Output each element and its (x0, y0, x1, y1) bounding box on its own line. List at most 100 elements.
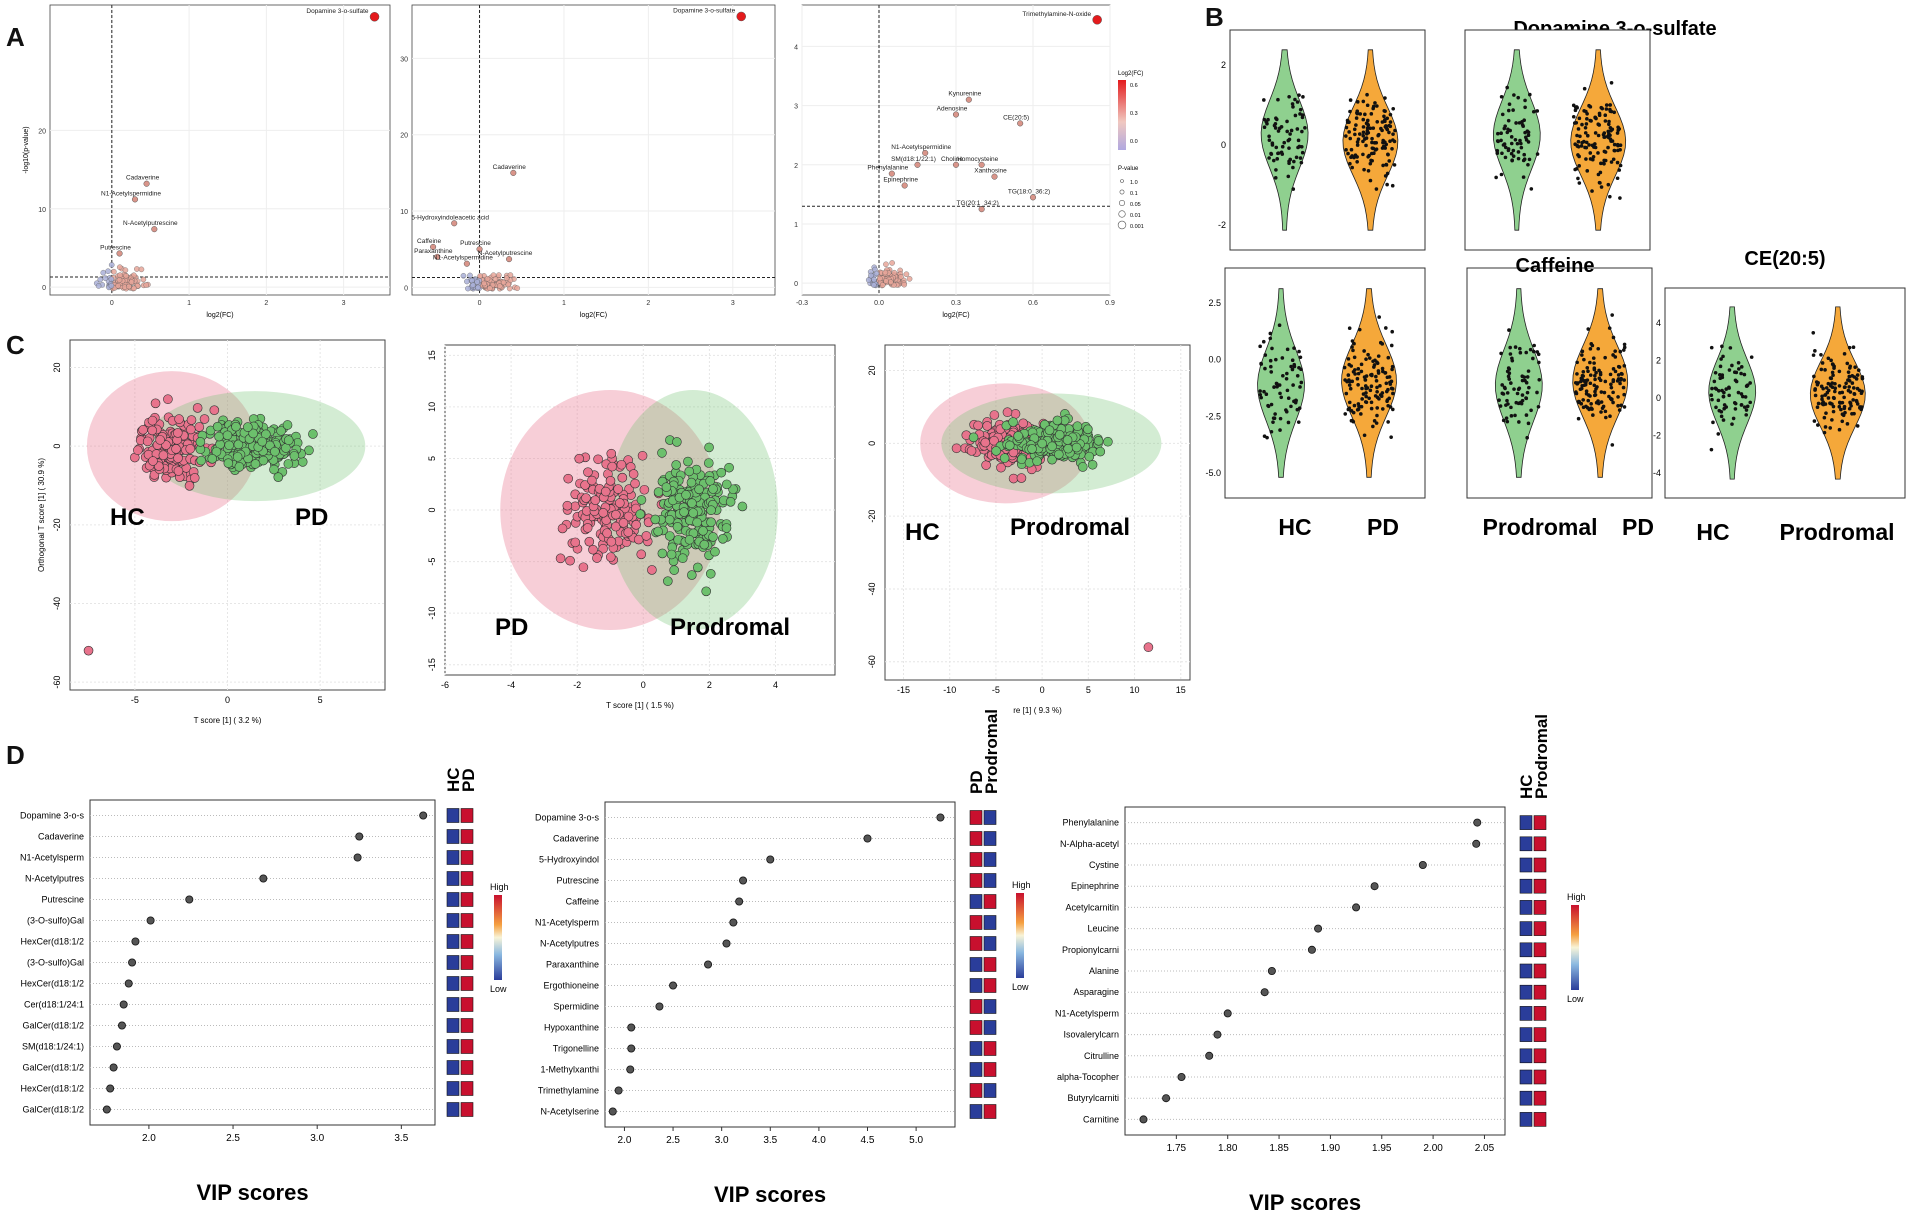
score-point-hc (155, 435, 165, 445)
heat-cell (460, 808, 474, 823)
jitter-point (1609, 160, 1614, 164)
score-point-hc (147, 415, 158, 426)
jitter-point (1823, 393, 1827, 397)
point-label: Epinephrine (883, 177, 918, 184)
jitter-point (1576, 139, 1581, 144)
y-tick-label: 0 (867, 441, 877, 446)
heat-cell (1533, 1027, 1547, 1042)
jitter-point (1612, 142, 1617, 147)
jitter-point (1376, 354, 1381, 358)
jitter-point (1272, 385, 1276, 389)
labeled-point (434, 253, 441, 260)
score-point-pd (580, 480, 590, 490)
score-point-pd (618, 518, 629, 528)
heat-cell (446, 955, 460, 970)
jitter-point (1607, 326, 1612, 330)
colorbar-tick: 0.3 (1130, 111, 1138, 117)
labeled-point (1017, 120, 1024, 127)
jitter-point (1348, 386, 1353, 391)
jitter-point (1503, 145, 1508, 150)
jitter-point (1576, 176, 1580, 181)
jitter-point (1344, 134, 1348, 138)
jitter-point (1597, 111, 1602, 116)
jitter-point (1578, 134, 1582, 139)
score-point-hc (989, 410, 1000, 420)
jitter-point (1713, 370, 1718, 375)
jitter-point (1596, 172, 1601, 177)
data-point (122, 267, 129, 273)
heat-cell (1533, 815, 1547, 830)
heat-cell (969, 915, 983, 930)
jitter-point (1390, 364, 1395, 369)
jitter-point (1615, 131, 1620, 135)
heat-header: PD (967, 770, 986, 794)
point-label: Cadaverine (126, 175, 160, 182)
score-point-prodromal (1062, 435, 1073, 445)
jitter-point (1732, 400, 1737, 405)
jitter-point (1602, 158, 1606, 163)
violin-group-label: Prodromal (1482, 514, 1597, 540)
y-tick-label: 20 (400, 133, 408, 140)
jitter-point (1709, 393, 1714, 398)
data-point (883, 278, 889, 284)
colorbar-high-label: High (490, 882, 509, 892)
vip-point (1370, 882, 1379, 891)
jitter-point (1513, 345, 1518, 349)
jitter-point (1289, 128, 1294, 133)
jitter-point (1721, 394, 1726, 399)
labeled-point (978, 161, 985, 168)
jitter-point (1377, 397, 1381, 401)
jitter-point (1362, 349, 1366, 353)
jitter-point (1510, 356, 1514, 361)
jitter-point (1812, 374, 1816, 379)
jitter-point (1537, 377, 1542, 382)
jitter-point (1266, 403, 1270, 408)
jitter-point (1348, 98, 1353, 102)
x-tick-label: 2.05 (1475, 1143, 1495, 1154)
score-point-hc (171, 444, 181, 454)
jitter-point (1716, 432, 1721, 436)
x-tick-label: 2.5 (226, 1133, 240, 1144)
vip-point (1260, 988, 1269, 997)
jitter-point (1622, 378, 1626, 382)
heat-cell (983, 1062, 997, 1077)
jitter-point (1292, 346, 1296, 350)
heat-cell (460, 1102, 474, 1117)
jitter-point (1505, 85, 1509, 90)
y-tick-label: -15 (427, 658, 437, 671)
heat-header: Prodromal (1532, 714, 1551, 799)
heat-cell (983, 852, 997, 867)
jitter-point (1571, 114, 1576, 119)
jitter-point (1387, 123, 1391, 128)
feature-label: (3-O-sulfo)Gal (27, 958, 84, 968)
heat-cell (983, 810, 997, 825)
heat-cell (969, 1104, 983, 1119)
opls-plot-hc-prodromal: -15 -10 -5 0 5 10 15 20 0 -20 -40 -60 HC Prodromal re … (867, 344, 1191, 715)
jitter-point (1583, 382, 1588, 387)
jitter-point (1375, 390, 1379, 394)
heat-cell (1519, 1027, 1533, 1042)
jitter-point (1291, 105, 1295, 109)
labeled-point (151, 226, 158, 233)
score-point-hc (973, 420, 983, 431)
y-tick-label: 0 (52, 444, 62, 449)
jitter-point (1297, 365, 1301, 370)
jitter-point (1602, 390, 1607, 395)
score-point-prodromal (672, 437, 682, 447)
score-point-hc (199, 414, 210, 424)
heat-cell (446, 892, 460, 907)
jitter-point (1851, 345, 1856, 350)
jitter-point (1607, 119, 1611, 124)
data-point (879, 282, 886, 288)
jitter-point (1383, 117, 1387, 122)
heat-cell (1519, 857, 1533, 873)
jitter-point (1365, 103, 1370, 108)
score-point-pd (212, 421, 223, 432)
jitter-point (1264, 119, 1269, 124)
score-point-prodromal (703, 458, 714, 468)
score-point-hc (185, 444, 195, 454)
vip-point (259, 874, 268, 883)
vip-point (729, 918, 738, 927)
point-label: Cadaverine (493, 164, 527, 171)
data-point (503, 275, 510, 281)
